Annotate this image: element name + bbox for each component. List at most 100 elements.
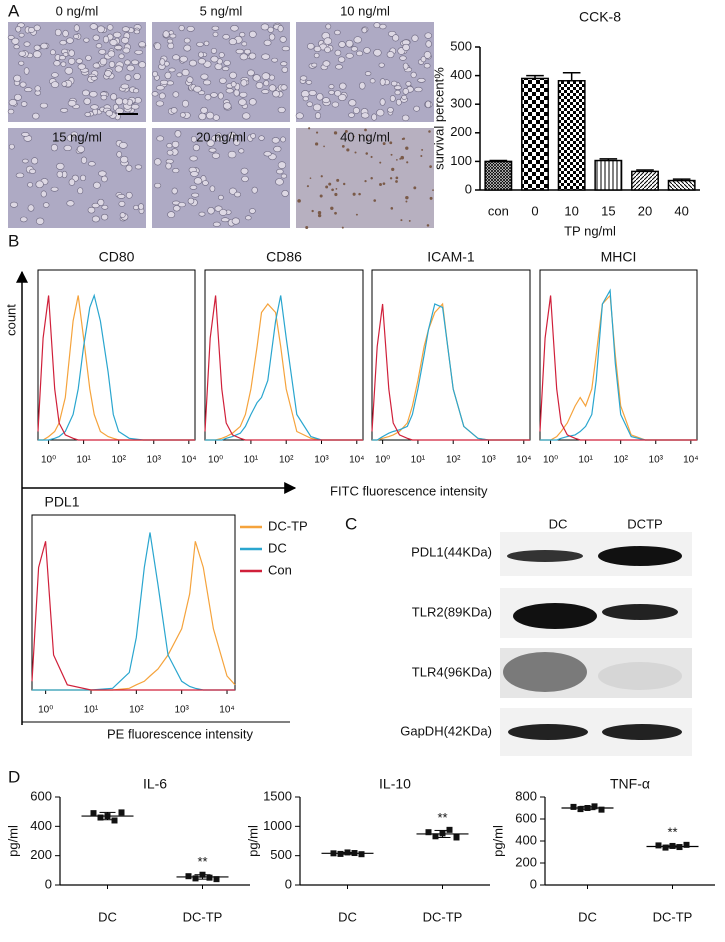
x-tick-label: 10³ bbox=[147, 455, 162, 466]
cell bbox=[80, 156, 88, 164]
data-point bbox=[591, 803, 598, 810]
cell bbox=[251, 186, 258, 194]
cell bbox=[50, 186, 59, 192]
cell bbox=[218, 194, 224, 201]
cell bbox=[67, 99, 77, 107]
cell bbox=[313, 45, 322, 53]
cell bbox=[387, 107, 394, 113]
data-point bbox=[669, 842, 676, 849]
cell bbox=[70, 131, 78, 138]
cell bbox=[97, 198, 105, 206]
data-point bbox=[344, 849, 351, 856]
debris bbox=[335, 188, 338, 190]
cell bbox=[125, 164, 133, 172]
blot-row-label: GapDH(42KDa) bbox=[400, 723, 492, 738]
cell bbox=[92, 34, 100, 41]
histogram-line bbox=[32, 532, 235, 691]
cell bbox=[353, 36, 362, 44]
y-tick-label: 400 bbox=[515, 832, 537, 847]
cell bbox=[131, 59, 139, 65]
y-tick-label: 0 bbox=[45, 876, 52, 891]
cell bbox=[154, 42, 162, 51]
cell bbox=[217, 92, 224, 100]
cell bbox=[66, 200, 75, 207]
cell bbox=[338, 41, 346, 48]
cell bbox=[207, 206, 215, 215]
cell bbox=[272, 90, 280, 98]
cell bbox=[189, 155, 198, 162]
x-tick-label: 10 bbox=[564, 203, 578, 218]
debris bbox=[400, 219, 403, 222]
data-point bbox=[90, 810, 97, 817]
cell bbox=[35, 180, 44, 189]
bar bbox=[557, 79, 586, 191]
debris bbox=[305, 225, 309, 229]
cell bbox=[11, 37, 20, 45]
histogram-line bbox=[37, 295, 195, 441]
band bbox=[507, 550, 583, 562]
cell bbox=[230, 24, 239, 32]
cell bbox=[75, 58, 83, 64]
cell bbox=[225, 88, 234, 94]
debris bbox=[395, 180, 398, 183]
cell bbox=[206, 139, 215, 147]
cell bbox=[118, 53, 125, 59]
cell bbox=[229, 71, 237, 79]
cell bbox=[234, 191, 241, 198]
cell bbox=[7, 35, 15, 40]
debris bbox=[319, 194, 323, 198]
data-point bbox=[213, 876, 220, 883]
cell bbox=[245, 215, 252, 221]
cell bbox=[104, 70, 112, 77]
panel-letter: C bbox=[345, 514, 357, 533]
cell bbox=[348, 112, 355, 118]
debris bbox=[344, 129, 348, 133]
micrograph-grid: 0 ng/ml 5 ng/ml 10 ng/ml 15 ng/ml 20 ng/ml 40… bbox=[7, 3, 434, 229]
cell bbox=[281, 66, 288, 73]
cell bbox=[103, 35, 109, 44]
y-tick-label: 500 bbox=[270, 847, 292, 862]
data-point bbox=[683, 841, 690, 848]
cell bbox=[209, 185, 216, 192]
data-point bbox=[662, 844, 669, 851]
cell bbox=[263, 39, 272, 46]
debris bbox=[328, 182, 332, 186]
cell bbox=[88, 161, 96, 167]
histogram-line bbox=[540, 288, 697, 441]
cell bbox=[85, 55, 92, 61]
x-tick-label: 10⁴ bbox=[219, 705, 234, 716]
cell bbox=[305, 80, 313, 85]
debris bbox=[320, 175, 323, 178]
cell bbox=[210, 55, 219, 63]
plot-frame bbox=[31, 514, 236, 691]
cell bbox=[210, 48, 217, 54]
cell bbox=[425, 100, 432, 109]
x-tick-label: 10¹ bbox=[244, 455, 259, 466]
cell bbox=[87, 206, 96, 214]
data-point bbox=[425, 829, 432, 836]
debris bbox=[402, 137, 406, 140]
micrograph-label: 10 ng/ml bbox=[340, 3, 390, 18]
cell bbox=[322, 97, 331, 104]
cell bbox=[99, 57, 108, 66]
cell bbox=[258, 135, 265, 141]
cell bbox=[20, 216, 28, 223]
cell bbox=[91, 215, 100, 223]
cell bbox=[312, 103, 322, 112]
cell bbox=[138, 41, 146, 48]
cell bbox=[280, 61, 288, 67]
data-point bbox=[111, 817, 118, 824]
cell bbox=[7, 108, 15, 115]
cell bbox=[410, 71, 417, 79]
cell bbox=[101, 175, 108, 183]
cell bbox=[337, 56, 346, 63]
x-tick-label: 10⁴ bbox=[349, 455, 364, 466]
debris bbox=[390, 153, 393, 156]
cell bbox=[50, 81, 60, 88]
cell bbox=[277, 106, 286, 113]
data-point bbox=[655, 842, 662, 849]
debris bbox=[364, 180, 367, 183]
micrograph-label: 0 ng/ml bbox=[56, 3, 99, 18]
bar bbox=[594, 159, 623, 191]
cell bbox=[240, 79, 248, 87]
